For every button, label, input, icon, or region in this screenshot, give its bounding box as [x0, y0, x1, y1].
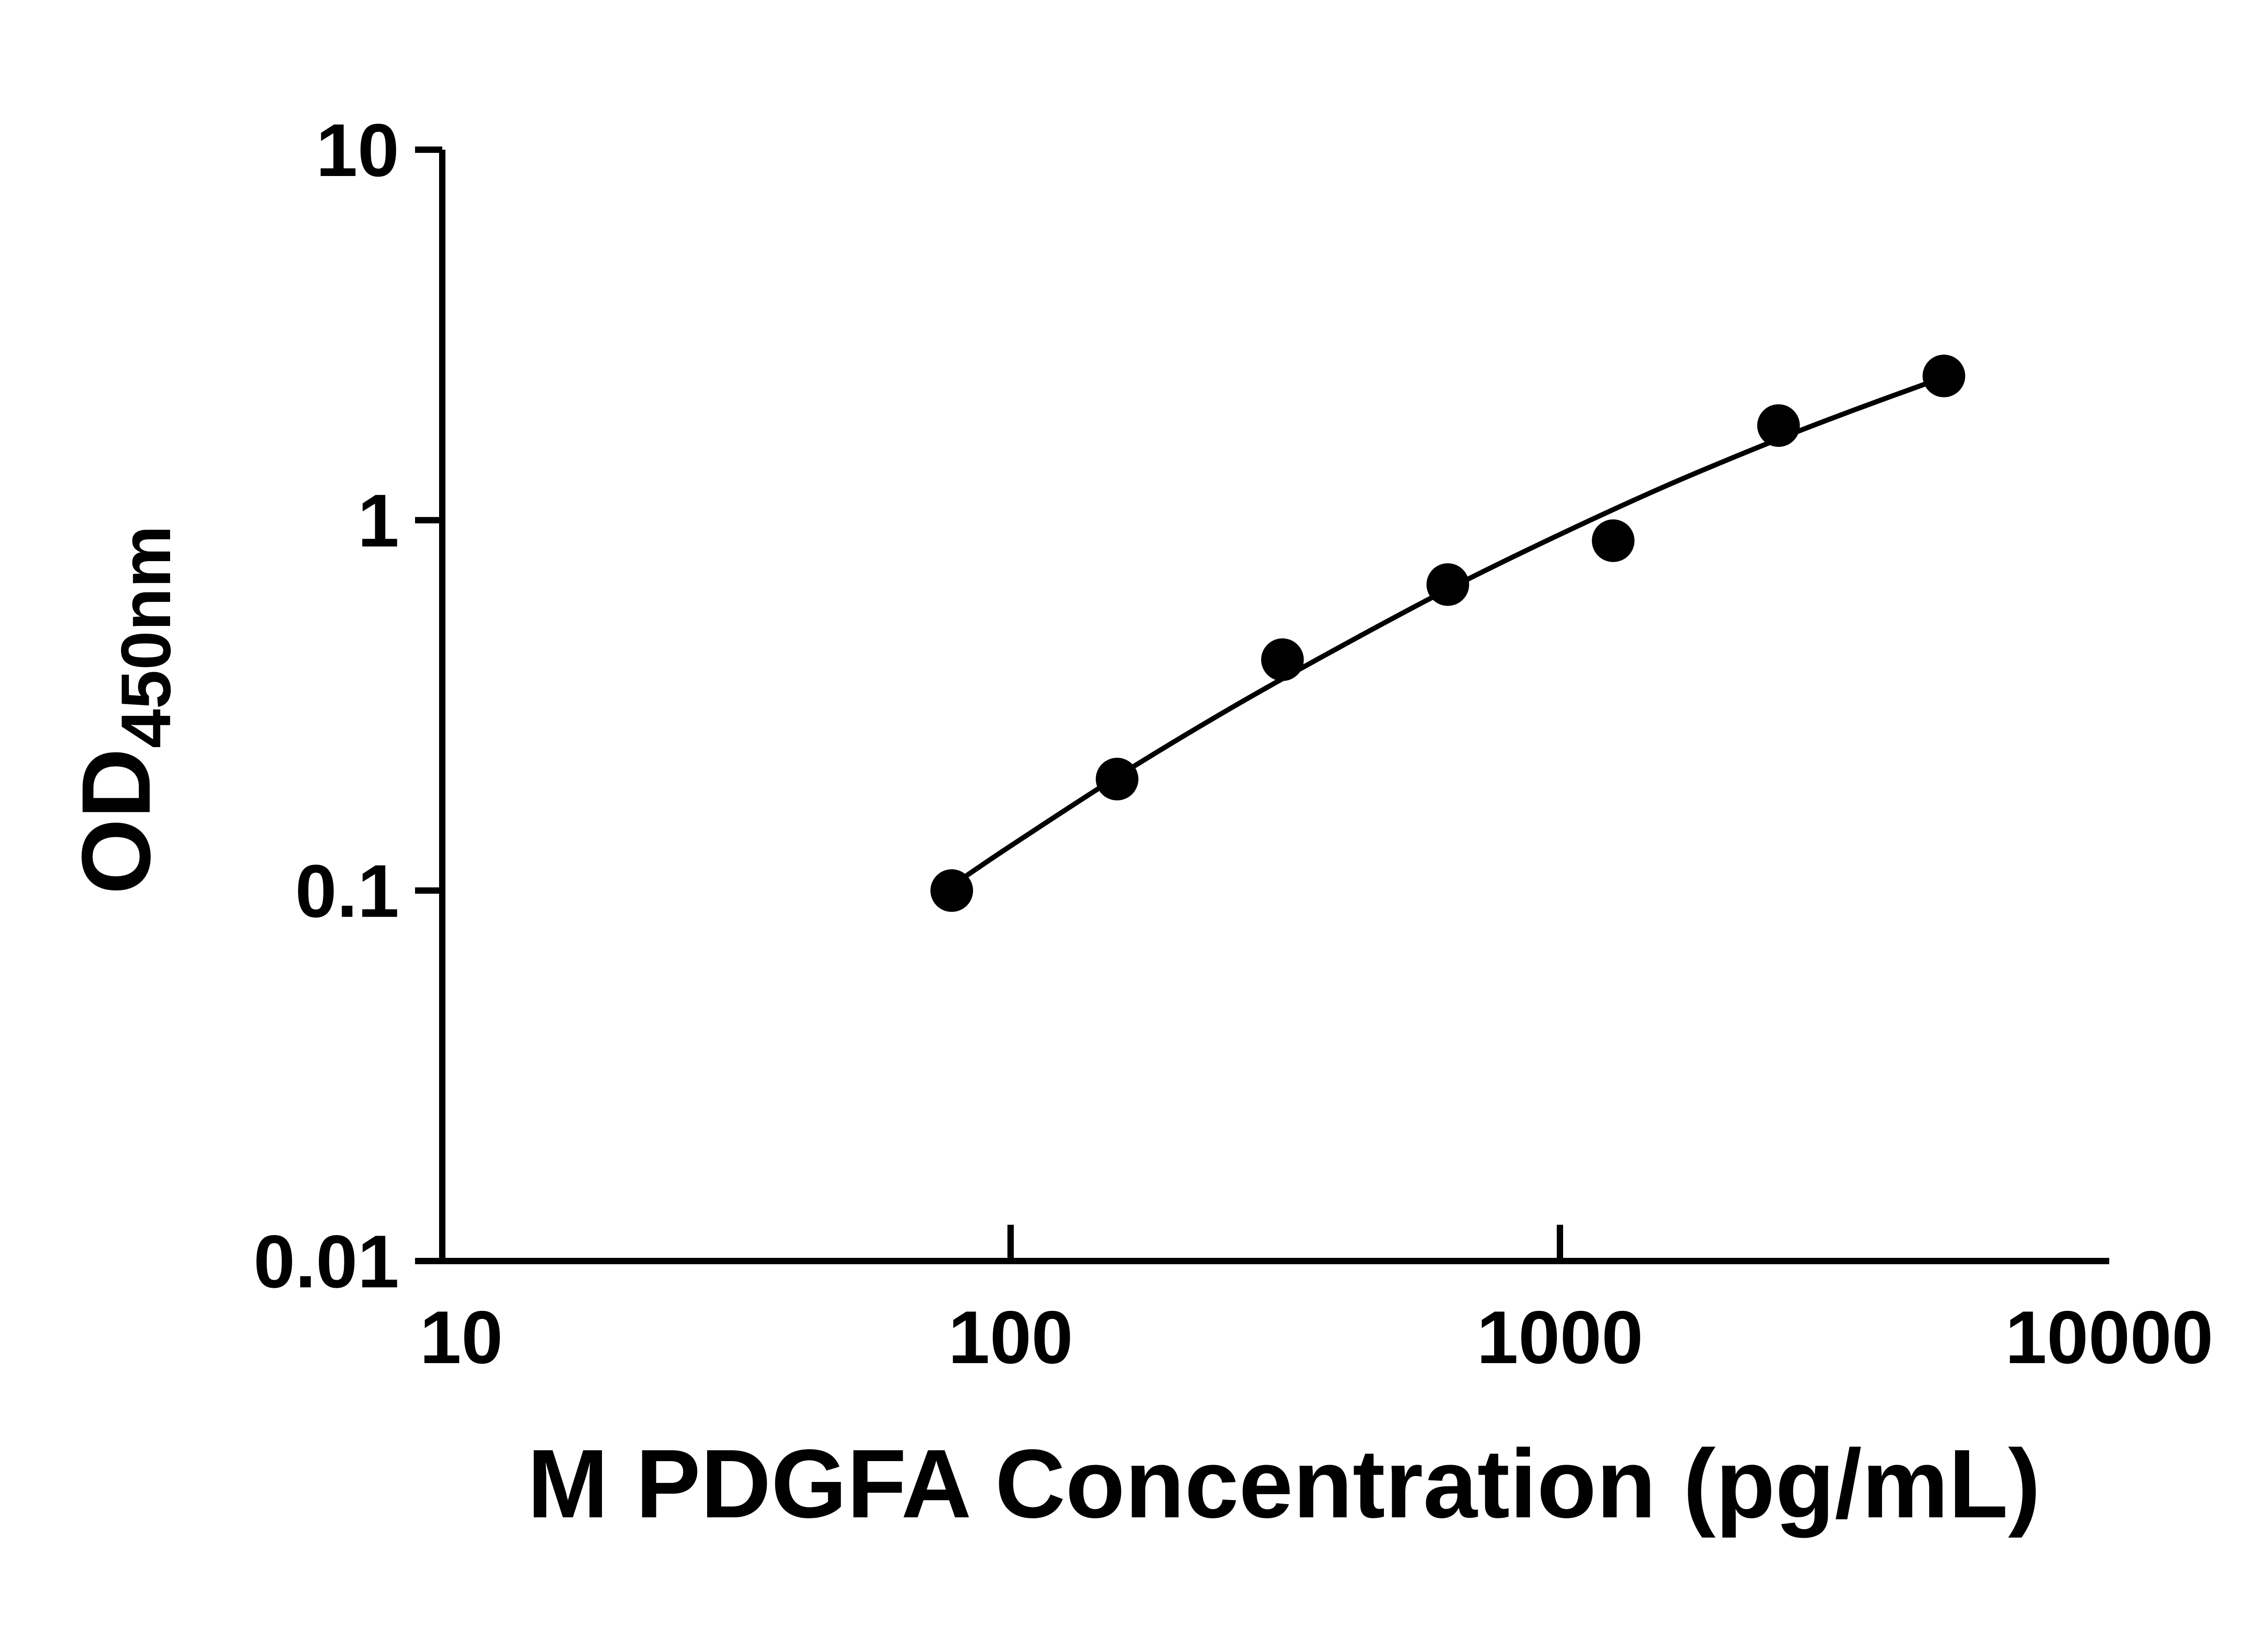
- data-points: [930, 354, 1965, 912]
- y-tick-label: 0.01: [254, 1220, 399, 1303]
- fit-curve: [949, 375, 1946, 889]
- data-point: [930, 869, 973, 912]
- data-point: [1426, 563, 1469, 606]
- y-axis-title-subscript: 450nm: [107, 525, 185, 748]
- y-tick-label: 10: [316, 108, 399, 192]
- data-point: [1922, 354, 1965, 397]
- x-tick-label: 100: [948, 1296, 1073, 1379]
- axes: [415, 147, 2109, 1264]
- y-axis-title: OD450nm: [61, 525, 185, 895]
- x-tick-label: 1000: [1476, 1296, 1643, 1379]
- data-point: [1757, 404, 1800, 447]
- x-axis-title: M PDGFA Concentration (pg/mL): [527, 1429, 2040, 1538]
- x-tick-label: 10: [420, 1296, 503, 1379]
- y-tick-label: 1: [357, 479, 399, 562]
- x-tick-label: 10000: [2005, 1296, 2214, 1379]
- data-point: [1592, 519, 1635, 562]
- y-tick-label: 0.1: [295, 849, 399, 933]
- y-axis-title-base: OD: [61, 748, 171, 895]
- data-point: [1095, 758, 1139, 801]
- data-point: [1261, 638, 1304, 681]
